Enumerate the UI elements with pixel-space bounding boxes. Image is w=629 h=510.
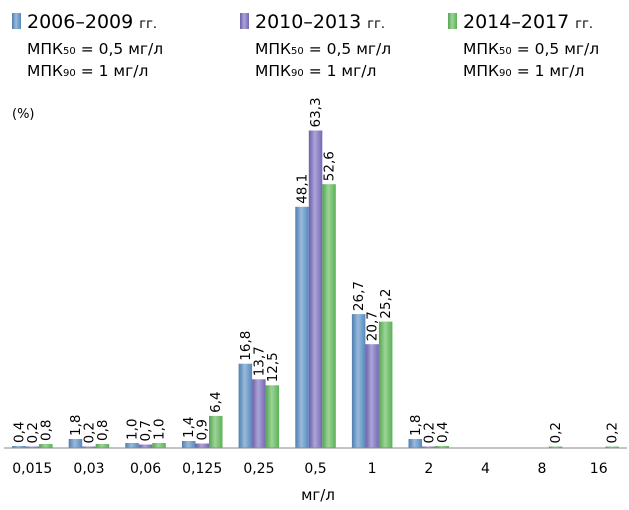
bar — [125, 443, 139, 448]
legend-mic50: МПК50 = 0,5 мг/л — [255, 40, 391, 58]
data-label: 0,2 — [605, 422, 621, 443]
legend: 2006–2009 гг. МПК50 = 0,5 мг/л МПК90 = 1 м… — [12, 11, 599, 80]
legend-entry: 2010–2013 гг. — [255, 11, 385, 33]
data-label: 0,4 — [435, 422, 451, 443]
legend-entry: 2006–2009 гг. — [27, 11, 157, 33]
bar — [152, 443, 166, 448]
data-label: 6,4 — [208, 391, 224, 412]
bar — [182, 441, 196, 448]
x-axis-label: мг/л — [301, 486, 335, 504]
data-label: 63,3 — [308, 97, 324, 127]
x-tick-label: 8 — [538, 461, 547, 477]
bar — [378, 321, 393, 448]
legend-swatch — [448, 13, 457, 29]
bar — [408, 439, 422, 448]
legend-swatch — [240, 13, 249, 29]
bar — [548, 446, 563, 448]
bar — [422, 446, 436, 448]
x-tick-label: 0,015 — [12, 461, 52, 477]
bar — [238, 363, 253, 448]
bar — [209, 415, 223, 448]
x-tick-label: 0,06 — [130, 461, 161, 477]
legend-mic90: МПК90 = 1 мг/л — [255, 62, 376, 80]
bar — [351, 314, 366, 448]
bar — [195, 443, 209, 448]
bar — [365, 344, 379, 448]
data-label: 0,8 — [38, 420, 54, 441]
bar — [82, 446, 96, 448]
x-tick-label: 0,125 — [182, 461, 222, 477]
bar — [435, 446, 449, 448]
bars: 0,40,20,8 1,80,20,8 1,00,71,0 1,40,96,416,8… — [11, 97, 621, 448]
data-label: 25,2 — [378, 289, 394, 319]
data-label: 0,2 — [421, 422, 437, 443]
data-label: 26,7 — [351, 281, 367, 311]
bar — [12, 446, 26, 448]
data-label: 0,2 — [82, 422, 98, 443]
bar — [252, 379, 266, 448]
bar — [265, 385, 280, 448]
bar — [25, 446, 40, 448]
legend-mic50: МПК50 = 0,5 мг/л — [27, 40, 163, 58]
bar — [295, 206, 309, 448]
data-label: 1,0 — [125, 419, 141, 440]
bar — [39, 444, 53, 448]
data-label: 0,7 — [138, 420, 154, 441]
data-label: 52,6 — [322, 151, 338, 181]
legend-mic90: МПК90 = 1 мг/л — [463, 62, 584, 80]
data-label: 0,2 — [548, 422, 564, 443]
data-label: 1,8 — [68, 415, 84, 436]
legend-item: 2014–2017 гг. МПК50 = 0,5 мг/л МПК90 = 1 м… — [448, 11, 599, 80]
data-label: 1,4 — [181, 417, 197, 438]
data-label: 48,1 — [295, 174, 311, 204]
x-tick-label: 2 — [424, 461, 433, 477]
bar — [308, 130, 323, 448]
x-tick-label: 16 — [590, 461, 608, 477]
legend-mic50: МПК50 = 0,5 мг/л — [463, 40, 599, 58]
y-axis-label: (%) — [12, 107, 35, 122]
x-tick-label: 1 — [368, 461, 377, 477]
x-tick-label: 4 — [481, 461, 490, 477]
bar — [68, 439, 83, 448]
bar — [605, 446, 619, 448]
bar — [95, 444, 110, 448]
data-label: 20,7 — [365, 311, 381, 341]
x-tick-label: 0,5 — [304, 461, 326, 477]
data-label: 0,9 — [195, 419, 211, 440]
x-tick-label: 0,25 — [243, 461, 274, 477]
legend-entry: 2014–2017 гг. — [463, 11, 593, 33]
data-label: 16,8 — [238, 331, 254, 361]
legend-mic90: МПК90 = 1 мг/л — [27, 62, 148, 80]
legend-item: 2006–2009 гг. МПК50 = 0,5 мг/л МПК90 = 1 м… — [12, 11, 163, 80]
data-label: 0,4 — [11, 422, 27, 443]
x-tick-labels: 0,015 0,03 0,06 0,125 0,25 0,5 1 2 4 8 16 — [12, 461, 607, 477]
data-label: 1,0 — [152, 419, 168, 440]
legend-item: 2010–2013 гг. МПК50 = 0,5 мг/л МПК90 = 1 м… — [240, 11, 391, 80]
legend-swatch — [12, 13, 21, 29]
data-label: 1,8 — [408, 415, 424, 436]
bar — [322, 184, 336, 448]
data-label: 13,7 — [251, 346, 267, 376]
bar — [138, 444, 153, 448]
data-label: 0,2 — [25, 422, 41, 443]
x-tick-label: 0,03 — [73, 461, 104, 477]
data-label: 0,8 — [95, 420, 111, 441]
data-label: 12,5 — [265, 352, 281, 382]
